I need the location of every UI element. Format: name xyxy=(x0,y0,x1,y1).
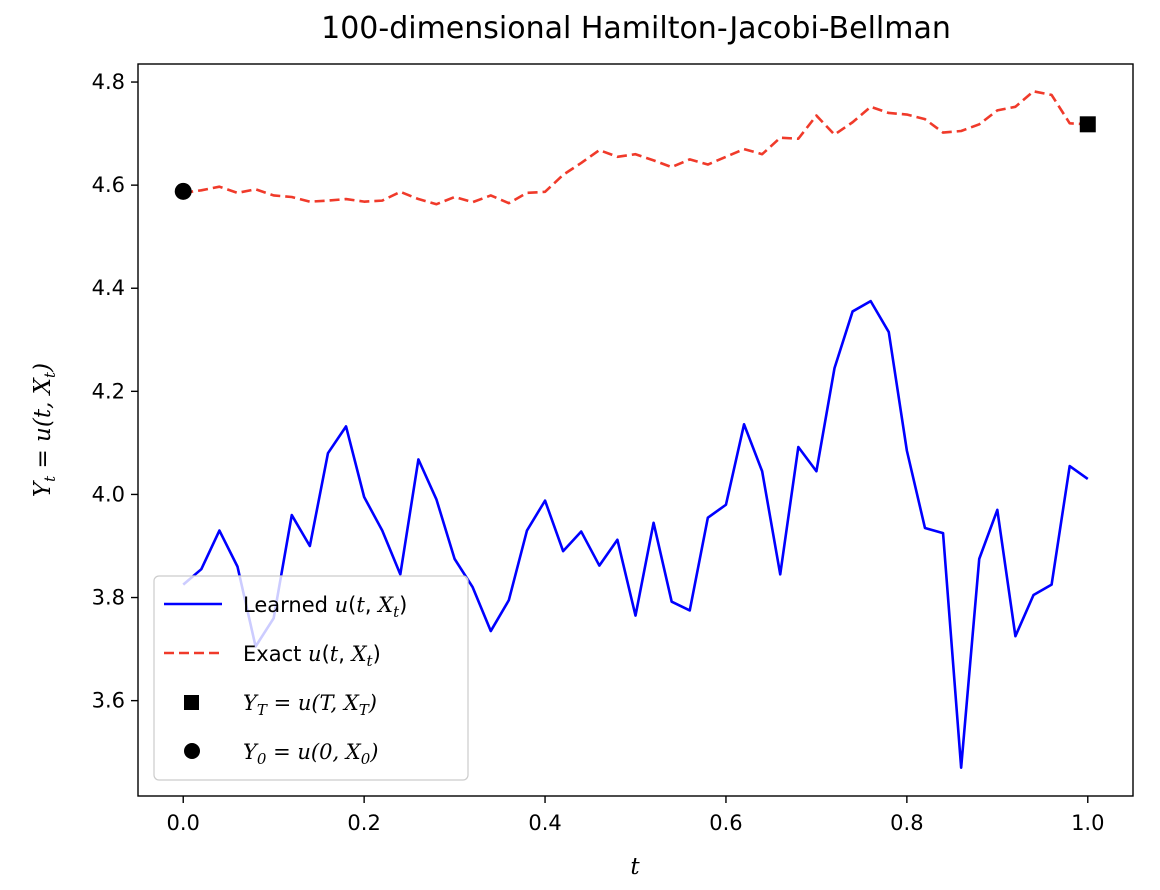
x-tick-label: 0.4 xyxy=(528,811,561,835)
plot-frame xyxy=(137,63,1134,797)
y-axis-ticks: 3.6 3.8 4.0 4.2 4.4 4.6 4.8 xyxy=(92,70,138,713)
y-tick-label: 3.8 xyxy=(92,586,125,610)
legend-label-exact: Exact u(t, Xt) xyxy=(243,642,381,670)
series-line-learned xyxy=(182,299,1089,769)
legend: Learned u(t, Xt) Exact u(t, Xt) YT = u(T… xyxy=(153,575,469,781)
legend-box xyxy=(153,575,469,781)
x-tick-label: 0.8 xyxy=(890,811,923,835)
plot-area: 0.0 0.2 0.4 0.6 0.8 1.0 3.6 3.8 4.0 4.2 4.4 4.6 4.8 xyxy=(92,63,1134,835)
y-axis-label-text: Yt = u(t, Xt) xyxy=(30,363,59,497)
x-tick-label: 1.0 xyxy=(1071,811,1104,835)
legend-swatch-terminal xyxy=(184,695,199,710)
y-tick-label: 4.2 xyxy=(92,379,125,403)
marker-layer xyxy=(174,116,1096,200)
y-tick-label: 4.6 xyxy=(92,173,125,197)
y-tick-label: 4.4 xyxy=(92,276,125,300)
y-tick-label: 3.6 xyxy=(92,689,125,713)
x-tick-label: 0.0 xyxy=(167,811,200,835)
legend-label-terminal: YT = u(T, XT) xyxy=(243,691,377,719)
y-tick-label: 4.0 xyxy=(92,482,125,506)
x-axis-ticks: 0.0 0.2 0.4 0.6 0.8 1.0 xyxy=(167,796,1104,835)
x-tick-label: 0.2 xyxy=(347,811,380,835)
x-tick-label: 0.6 xyxy=(709,811,742,835)
series-layer xyxy=(182,90,1089,769)
legend-label-initial: Y0 = u(0, X0) xyxy=(243,740,379,768)
legend-label-learned: Learned u(t, Xt) xyxy=(243,593,407,621)
y-axis-label: Yt = u(t, Xt) xyxy=(30,363,59,497)
legend-swatch-initial xyxy=(184,743,200,759)
y-tick-label: 4.8 xyxy=(92,70,125,94)
x-axis-label: t xyxy=(630,854,640,880)
chart-title: 100-dimensional Hamilton-Jacobi-Bellman xyxy=(321,11,951,46)
terminal-value-marker xyxy=(1079,116,1096,133)
series-line-exact xyxy=(183,90,1088,206)
initial-value-marker xyxy=(174,182,192,200)
